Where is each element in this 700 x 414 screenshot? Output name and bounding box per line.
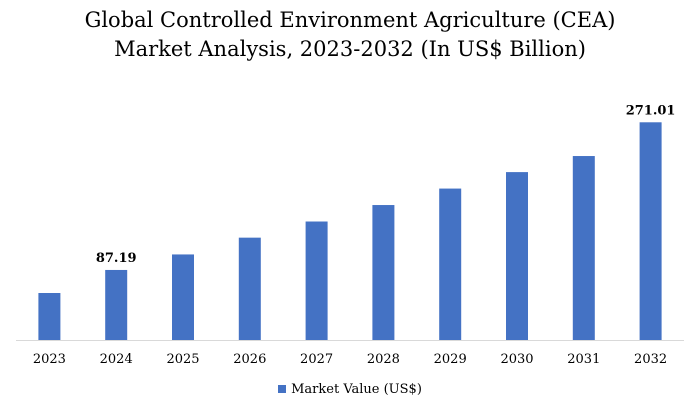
legend-label: Market Value (US$) (291, 382, 422, 397)
bar-2027 (305, 221, 328, 340)
bar-2024 (105, 269, 128, 340)
bar-2030 (506, 172, 528, 340)
x-tick-label-2029: 2029 (434, 352, 467, 367)
x-tick-label-2028: 2028 (367, 352, 400, 367)
bar-2025 (172, 254, 194, 340)
x-tick-label-2032: 2032 (634, 352, 667, 367)
legend-swatch (278, 384, 287, 393)
x-tick-label-2025: 2025 (166, 352, 199, 367)
bar-2028 (372, 205, 395, 340)
x-tick-label-2024: 2024 (100, 352, 133, 367)
x-tick-label-2026: 2026 (233, 352, 266, 367)
data-label-2024: 87.19 (96, 251, 137, 266)
x-tick-label-2027: 2027 (300, 352, 333, 367)
bar-2023 (38, 293, 61, 340)
chart-title-block: Global Controlled Environment Agricultur… (0, 6, 700, 64)
bar-2026 (238, 237, 261, 340)
x-tick-label-2023: 2023 (33, 352, 66, 367)
legend: Market Value (US$) (0, 382, 700, 397)
bar-2032 (639, 122, 662, 340)
chart-subtitle: Market Analysis, 2023-2032 (In US$ Billi… (114, 37, 586, 61)
x-tick-label-2030: 2030 (500, 352, 533, 367)
chart-title: Global Controlled Environment Agricultur… (84, 8, 616, 32)
data-label-2032: 271.01 (626, 103, 676, 118)
bar-2031 (572, 156, 595, 340)
bar-2029 (439, 188, 462, 340)
x-tick-label-2031: 2031 (567, 352, 600, 367)
